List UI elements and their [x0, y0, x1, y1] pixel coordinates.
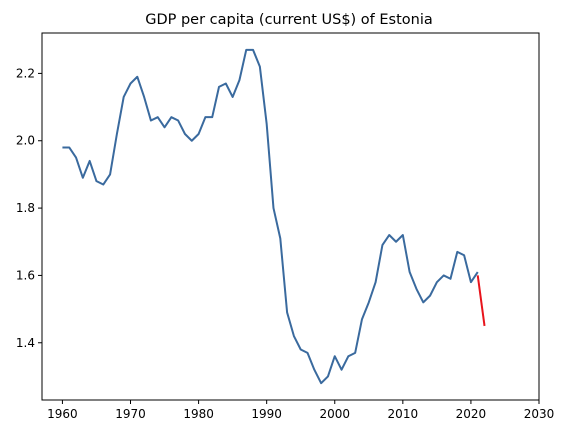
plot-frame [41, 32, 540, 401]
x-tick-label: 2000 [319, 407, 350, 421]
y-tick-label: 1.4 [16, 336, 35, 350]
x-tick-label: 2010 [388, 407, 419, 421]
x-tick-label: 1960 [47, 407, 78, 421]
x-tick-label: 1990 [251, 407, 282, 421]
series-line-1 [476, 275, 486, 327]
y-tick-label: 1.6 [16, 268, 35, 282]
x-tick-label: 2030 [524, 407, 555, 421]
x-tick-label: 1970 [115, 407, 146, 421]
x-tick-label: 2020 [456, 407, 487, 421]
y-tick-label: 1.8 [16, 201, 35, 215]
y-tick-label: 2.0 [16, 134, 35, 148]
y-tick-label: 2.2 [16, 66, 35, 80]
axis-layer: 1960 1970 1980 1990 2000 2010 2020 2030 1.4 1.6 1.… [16, 66, 554, 421]
chart-title: GDP per capita (current US$) of Estonia [145, 12, 433, 28]
series-line-0 [62, 48, 479, 385]
x-tick-label: 1980 [183, 407, 214, 421]
series-layer [62, 48, 486, 385]
